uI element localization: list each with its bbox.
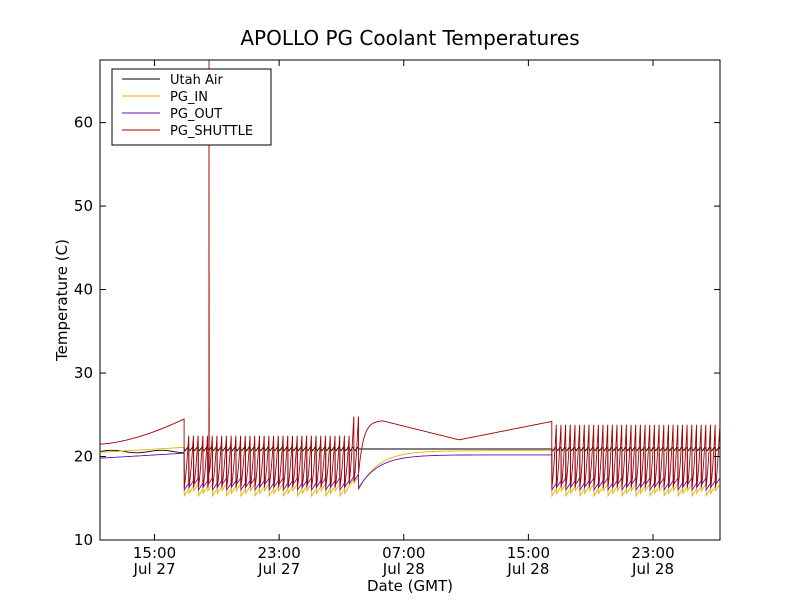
x-axis-label: Date (GMT) [367, 577, 453, 595]
y-tick-label-0: 10 [74, 531, 93, 549]
legend-box [111, 68, 272, 146]
series-line-pg-shuttle [100, 59, 721, 488]
x-tick-time-2: 07:00 [382, 544, 425, 562]
x-tick-date-4: Jul 28 [631, 560, 674, 578]
x-tick-time-1: 23:00 [258, 544, 301, 562]
series-layer [99, 59, 721, 498]
legend-label-pg-out: PG_OUT [170, 107, 222, 122]
legend-label-utah-air: Utah Air [170, 73, 223, 88]
y-axis-label: Temperature (C) [53, 239, 71, 362]
x-tick-date-3: Jul 28 [506, 560, 549, 578]
y-tick-label-1: 20 [74, 448, 93, 466]
x-tick-date-2: Jul 28 [382, 560, 425, 578]
legend: Utah Air PG_IN PG_OUT PG_SHUTTLE [111, 68, 272, 146]
x-tick-time-0: 15:00 [133, 544, 176, 562]
x-tick-time-4: 23:00 [631, 544, 674, 562]
y-tick-label-2: 30 [74, 364, 93, 382]
y-tick-label-5: 60 [74, 114, 93, 132]
x-tick-date-1: Jul 27 [257, 560, 300, 578]
x-tick-time-3: 15:00 [507, 544, 550, 562]
legend-label-pg-shuttle: PG_SHUTTLE [170, 124, 253, 139]
chart-title: APOLLO PG Coolant Temperatures [240, 26, 579, 50]
y-tick-label-4: 50 [74, 197, 93, 215]
legend-label-pg-in: PG_IN [170, 90, 208, 105]
y-tick-label-3: 40 [74, 281, 93, 299]
x-tick-date-0: Jul 27 [133, 560, 176, 578]
